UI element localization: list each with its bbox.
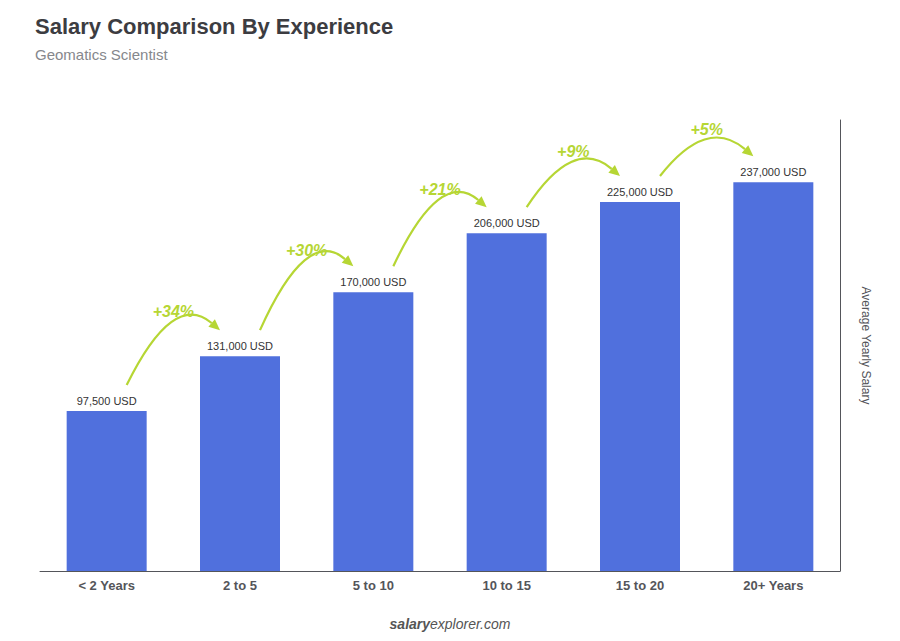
svg-text:Average Yearly Salary: Average Yearly Salary bbox=[859, 287, 873, 405]
svg-text:15 to 20: 15 to 20 bbox=[616, 578, 664, 593]
svg-text:237,000 USD: 237,000 USD bbox=[740, 166, 806, 178]
svg-text:+34%: +34% bbox=[153, 303, 194, 320]
svg-text:Geomatics Scientist: Geomatics Scientist bbox=[35, 46, 168, 63]
svg-text:+5%: +5% bbox=[690, 121, 722, 138]
svg-text:Salary Comparison By Experienc: Salary Comparison By Experience bbox=[35, 14, 393, 39]
svg-text:97,500 USD: 97,500 USD bbox=[77, 395, 137, 407]
svg-text:+9%: +9% bbox=[557, 143, 589, 160]
svg-text:170,000 USD: 170,000 USD bbox=[340, 276, 406, 288]
svg-text:131,000 USD: 131,000 USD bbox=[207, 340, 273, 352]
svg-text:< 2 Years: < 2 Years bbox=[78, 578, 135, 593]
svg-text:+21%: +21% bbox=[419, 181, 460, 198]
svg-text:5 to 10: 5 to 10 bbox=[353, 578, 394, 593]
svg-text:206,000 USD: 206,000 USD bbox=[474, 217, 540, 229]
svg-text:salary: salary bbox=[390, 616, 432, 632]
svg-text:225,000 USD: 225,000 USD bbox=[607, 186, 673, 198]
svg-text:2 to 5: 2 to 5 bbox=[223, 578, 257, 593]
svg-text:+30%: +30% bbox=[286, 242, 327, 259]
svg-text:explorer.com: explorer.com bbox=[430, 616, 511, 632]
svg-text:20+ Years: 20+ Years bbox=[743, 578, 803, 593]
svg-text:10 to 15: 10 to 15 bbox=[482, 578, 530, 593]
